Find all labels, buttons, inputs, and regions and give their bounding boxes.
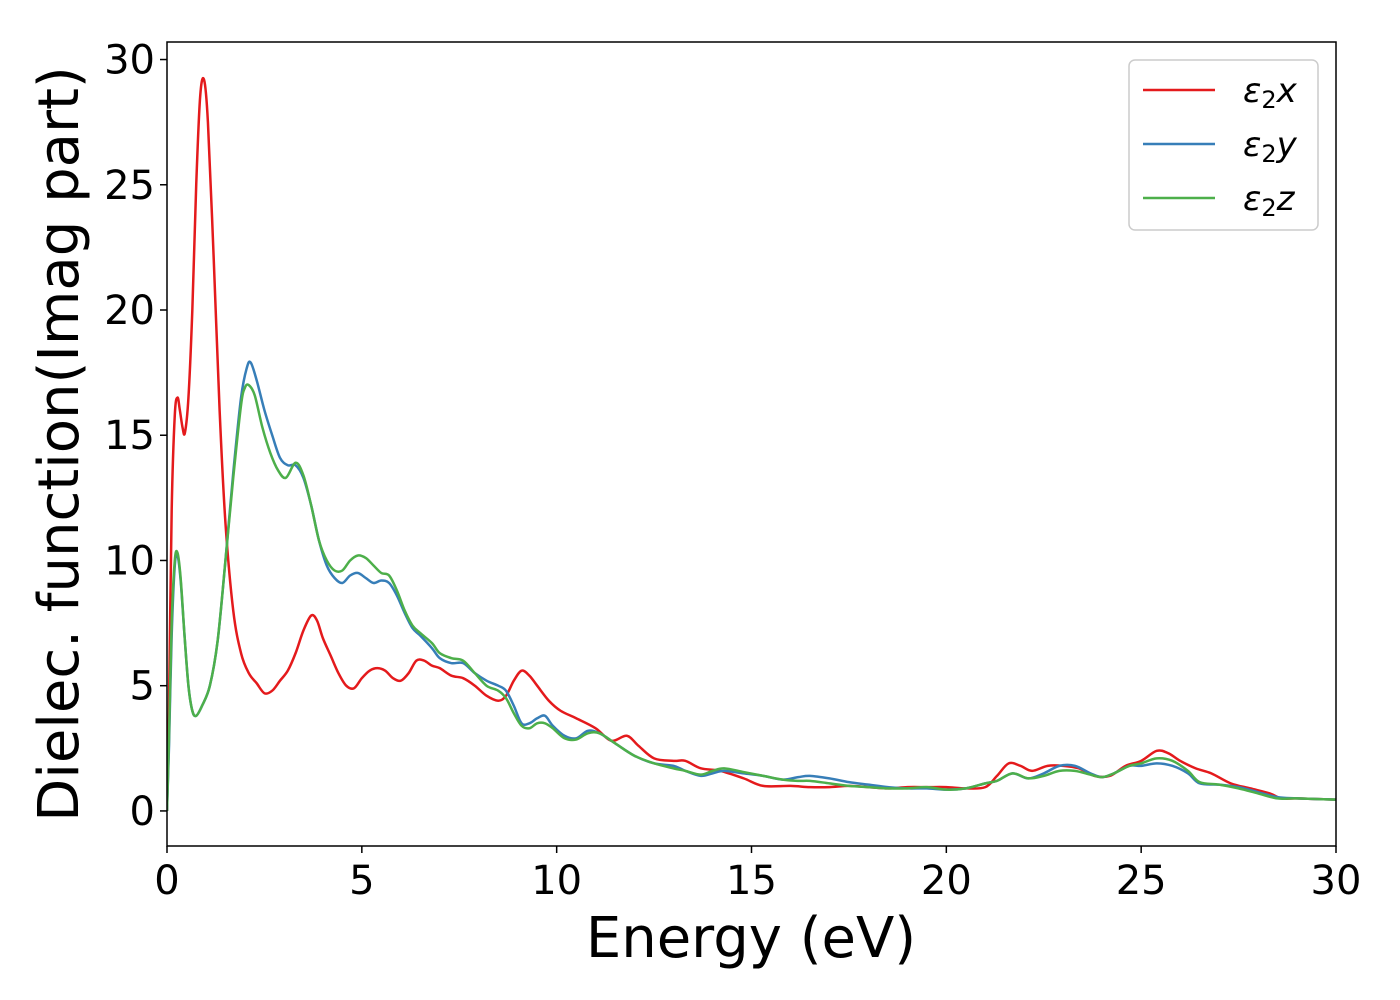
x-tick-label: 0 xyxy=(154,858,179,904)
y-tick-label: 0 xyxy=(130,789,155,835)
y-tick-label: 5 xyxy=(130,664,155,710)
series-line-z xyxy=(167,383,1336,811)
y-tick-label: 30 xyxy=(104,38,155,84)
legend-label-x: ε2x xyxy=(1243,71,1298,114)
legend-label-y: ε2y xyxy=(1243,125,1298,168)
y-axis: 0 5 10 15 20 25 30 xyxy=(104,38,167,835)
x-axis-label: Energy (eV) xyxy=(586,906,916,971)
y-tick-label: 15 xyxy=(104,413,155,459)
x-tick-label: 15 xyxy=(726,858,777,904)
legend-label-z: ε2z xyxy=(1243,179,1296,222)
y-tick-label: 20 xyxy=(104,288,155,334)
x-axis: 0 5 10 15 20 25 30 xyxy=(154,846,1361,904)
y-tick-label: 10 xyxy=(104,538,155,584)
legend-box xyxy=(1128,59,1319,231)
series-layer xyxy=(167,76,1336,811)
x-tick-label: 25 xyxy=(1116,858,1167,904)
series-line-x xyxy=(167,76,1336,811)
x-tick-label: 30 xyxy=(1311,858,1362,904)
x-tick-label: 20 xyxy=(921,858,972,904)
legend: ε2x ε2y ε2z xyxy=(1128,59,1319,231)
x-tick-label: 5 xyxy=(349,858,374,904)
y-tick-label: 25 xyxy=(104,163,155,209)
series-line-y xyxy=(167,360,1336,811)
y-axis-label: Dielec. function(Imag part) xyxy=(27,66,92,822)
x-tick-label: 10 xyxy=(531,858,582,904)
